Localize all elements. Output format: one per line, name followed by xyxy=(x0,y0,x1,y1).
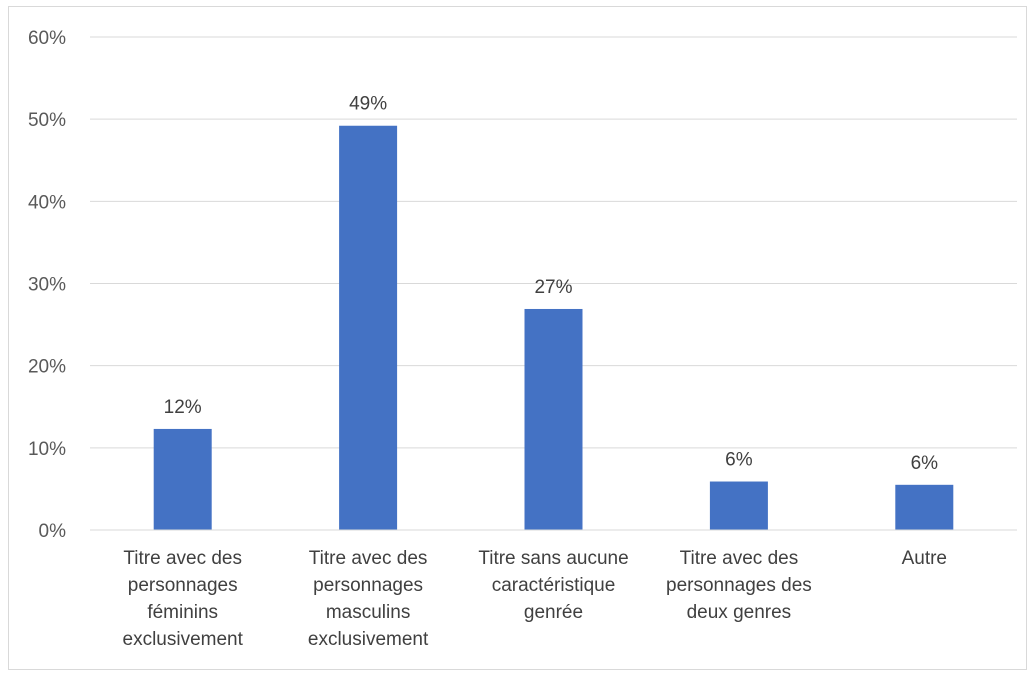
y-tick-label: 30% xyxy=(28,275,66,296)
data-label: 12% xyxy=(164,397,202,418)
category-label: Titre sans aucune caractéristique genrée xyxy=(478,548,628,623)
y-tick-label: 60% xyxy=(28,28,66,49)
data-label: 27% xyxy=(534,277,572,298)
bar xyxy=(153,428,212,530)
y-tick-label: 20% xyxy=(28,357,66,378)
bar xyxy=(709,481,768,530)
y-axis-ticks: 0% 10% 20% 30% 40% 50% 60% xyxy=(28,28,66,542)
category-label: Titre avec des personnages des deux genres xyxy=(666,548,812,623)
bar xyxy=(895,484,954,530)
chart-frame xyxy=(8,6,1027,670)
bar xyxy=(339,125,398,531)
category-label: Titre avec des personnages masculins exclus… xyxy=(308,548,429,650)
category-labels: Titre avec des personnages féminins exclusi… xyxy=(123,548,948,650)
y-tick-label: 0% xyxy=(39,521,67,542)
y-tick-label: 40% xyxy=(28,192,66,213)
category-label: Autre xyxy=(902,548,947,569)
bars xyxy=(153,125,954,531)
gridlines xyxy=(90,36,1017,449)
data-label: 6% xyxy=(725,450,753,471)
data-label: 6% xyxy=(911,453,939,474)
data-label: 49% xyxy=(349,94,387,115)
y-tick-label: 10% xyxy=(28,439,66,460)
y-tick-label: 50% xyxy=(28,110,66,131)
data-labels: 12% 49% 27% 6% 6% xyxy=(164,94,938,474)
bar xyxy=(524,308,583,530)
category-label: Titre avec des personnages féminins exclusi… xyxy=(123,548,244,650)
